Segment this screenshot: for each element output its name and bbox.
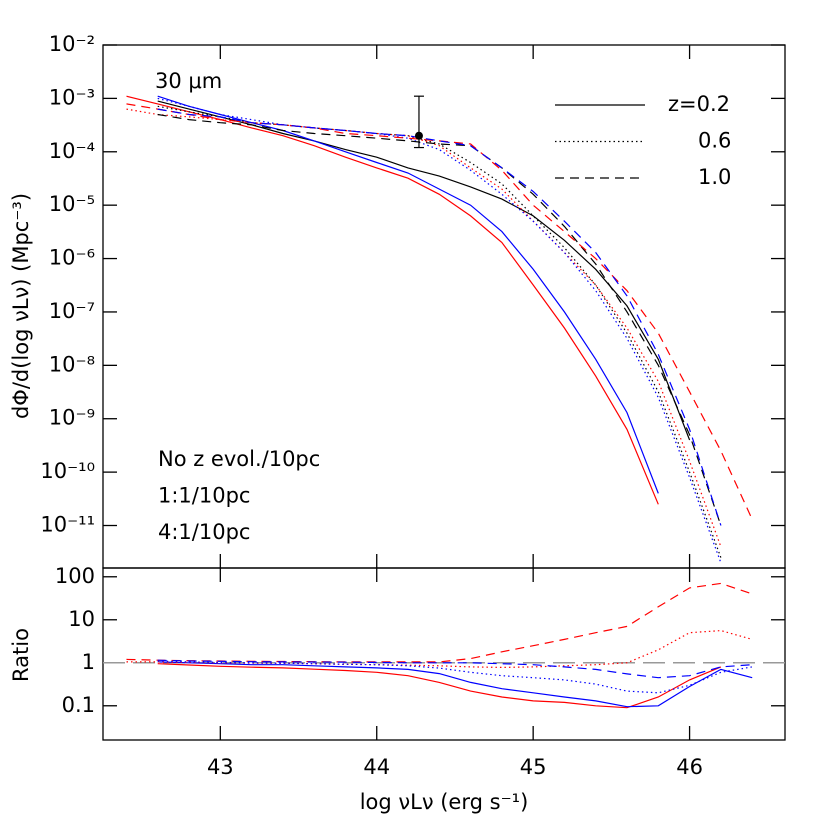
bottom-frame — [102, 567, 786, 741]
series-line — [157, 100, 691, 441]
model-label: No z evol./10pc — [158, 447, 320, 471]
series-line — [126, 103, 753, 520]
series-line — [126, 95, 659, 505]
legend-label: z=0.2 — [668, 92, 730, 116]
y-tick-label: 10 — [68, 607, 95, 631]
x-tick-label: 43 — [207, 755, 234, 779]
y-axis-label: Ratio — [9, 628, 33, 682]
y-tick-label: 10⁻³ — [49, 85, 95, 109]
series-line — [157, 663, 722, 709]
y-tick-label: 10⁻² — [49, 32, 95, 56]
x-tick-label: 46 — [676, 755, 703, 779]
y-tick-label: 10⁻⁶ — [49, 246, 95, 270]
legend-label: 0.6 — [698, 129, 731, 153]
y-tick-label: 10⁻⁵ — [49, 192, 95, 216]
y-tick-label: 10⁻¹¹ — [40, 513, 95, 537]
annotation: 30 μm — [155, 69, 222, 93]
x-tick-label: 44 — [363, 755, 390, 779]
y-tick-label: 10⁻⁷ — [49, 299, 95, 323]
series-line — [157, 113, 722, 526]
series-line — [157, 659, 753, 679]
y-tick-label: 10⁻⁹ — [49, 406, 95, 430]
y-tick-label: 0.1 — [62, 693, 95, 717]
series-line — [157, 95, 659, 494]
y-tick-label: 10⁻⁴ — [49, 139, 95, 163]
series-line — [157, 661, 753, 708]
data-point — [414, 131, 423, 140]
y-axis-label: dΦ/d(log νLν) (Mpc⁻³) — [9, 193, 33, 419]
series-line — [126, 108, 722, 548]
series-line — [157, 108, 722, 526]
model-label: 4:1/10pc — [158, 520, 250, 544]
x-axis-label: log νLν (erg s⁻¹) — [360, 790, 529, 814]
series-line — [157, 660, 753, 694]
y-tick-label: 10⁻¹⁰ — [40, 459, 95, 483]
model-label: 1:1/10pc — [158, 484, 250, 508]
legend-label: 1.0 — [698, 165, 731, 189]
y-tick-label: 100 — [55, 564, 95, 588]
x-tick-label: 45 — [520, 755, 547, 779]
y-tick-label: 10⁻⁸ — [49, 352, 95, 376]
y-tick-label: 1 — [82, 650, 95, 674]
series-line — [126, 582, 753, 663]
